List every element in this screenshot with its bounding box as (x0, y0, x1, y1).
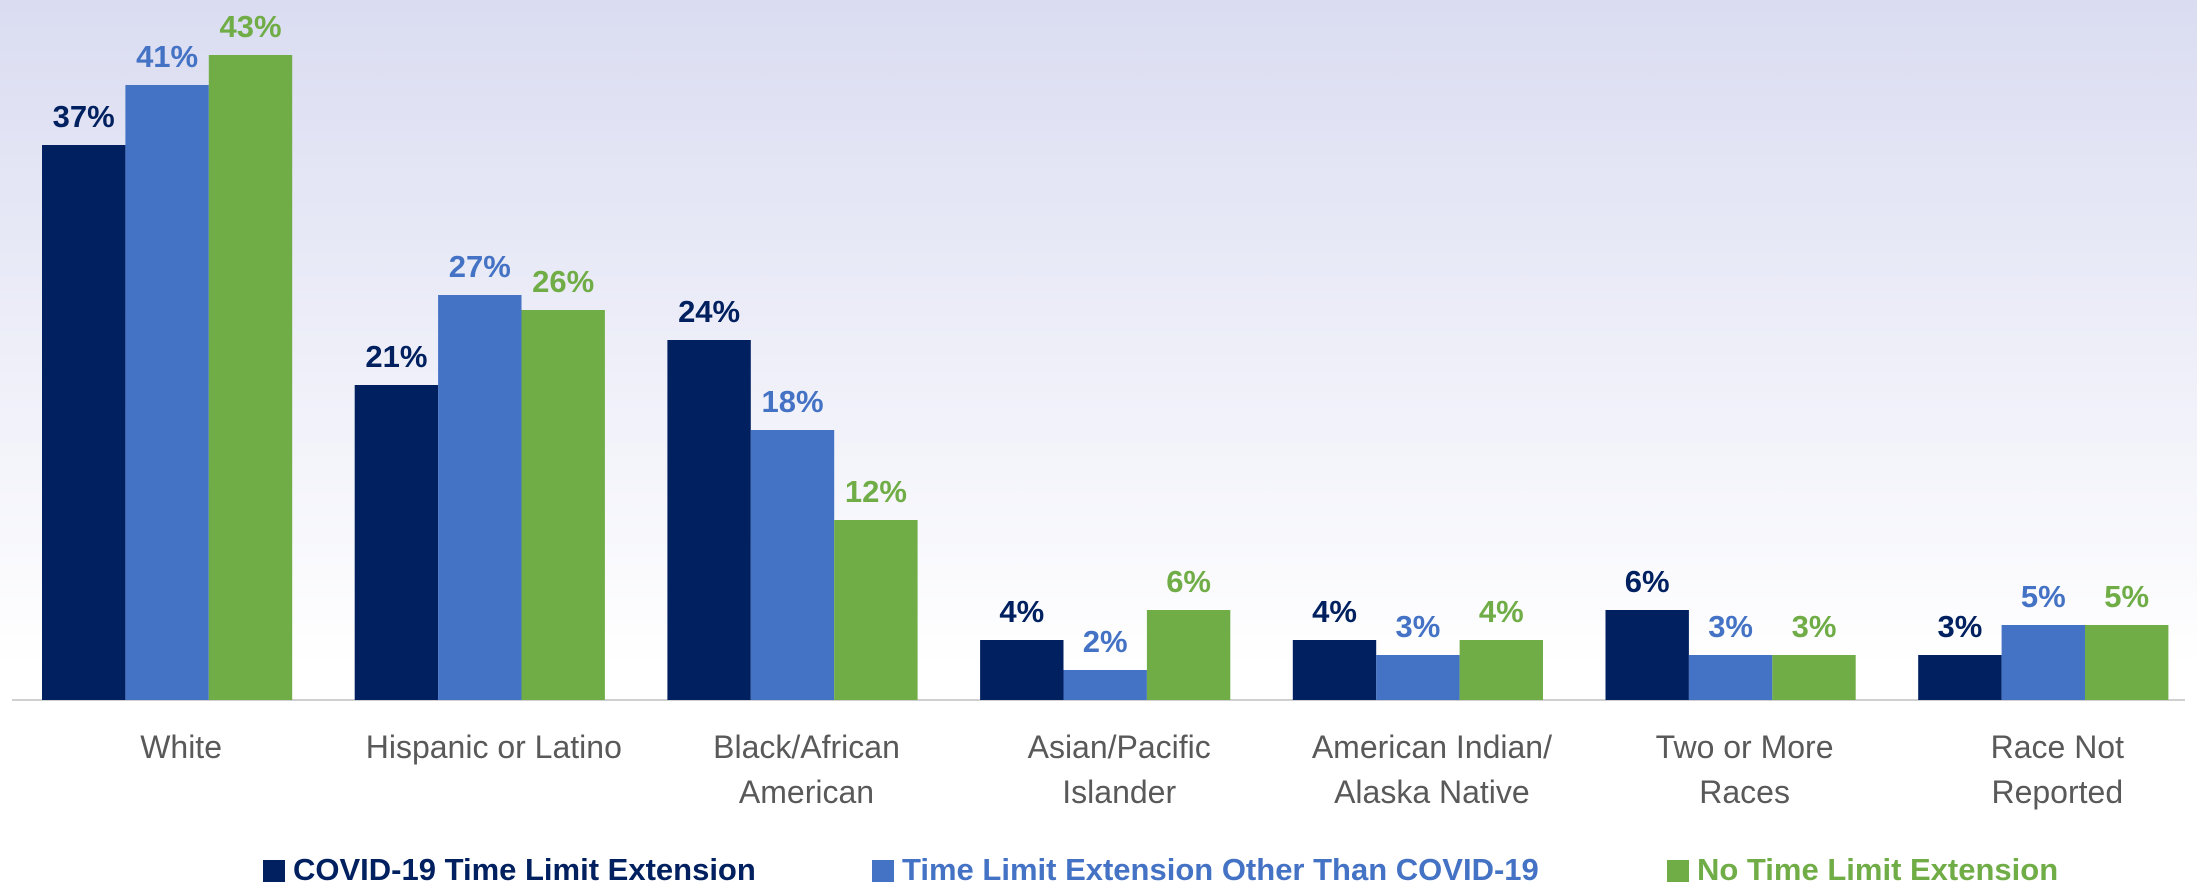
category-label: Race Not Reported (1990, 729, 2124, 810)
data-label: 3% (1395, 609, 1440, 644)
legend-label: Time Limit Extension Other Than COVID-19 (902, 852, 1539, 887)
bar (125, 85, 209, 700)
category-label: Asian/Pacific Islander (1027, 729, 1211, 810)
data-label: 27% (449, 249, 511, 284)
data-label: 2% (1083, 624, 1128, 659)
bar (1918, 655, 2002, 700)
legend-label: No Time Limit Extension (1697, 852, 2058, 887)
category-label: Hispanic or Latino (365, 729, 622, 765)
bar (1063, 670, 1147, 700)
data-label: 41% (136, 39, 198, 74)
data-label: 4% (1312, 594, 1357, 629)
bar (438, 295, 522, 700)
data-label: 37% (53, 99, 115, 134)
data-label: 26% (532, 264, 594, 299)
bar (1376, 655, 1460, 700)
data-label: 6% (1625, 564, 1670, 599)
legend-label: COVID-19 Time Limit Extension (293, 852, 756, 887)
bar (834, 520, 918, 700)
data-label: 3% (1937, 609, 1982, 644)
data-label: 12% (845, 474, 907, 509)
bar (750, 430, 835, 700)
legend-swatch (872, 860, 894, 882)
bar (1292, 640, 1377, 700)
data-label: 21% (365, 339, 427, 374)
bar (1146, 610, 1231, 700)
category-label: American Indian/ Alaska Native (1311, 729, 1552, 810)
bar (354, 385, 439, 700)
bar (521, 310, 605, 700)
data-label: 24% (678, 294, 740, 329)
bar (667, 340, 751, 700)
bar (1688, 655, 1773, 700)
category-label: Black/African American (713, 729, 900, 810)
data-label: 4% (1479, 594, 1524, 629)
data-label: 3% (1708, 609, 1753, 644)
bar (1459, 640, 1543, 700)
data-label: 5% (2021, 579, 2066, 614)
category-label: White (140, 729, 222, 765)
data-label: 18% (761, 384, 823, 419)
data-label: 4% (999, 594, 1044, 629)
bar (42, 145, 126, 700)
bar (2001, 625, 2085, 700)
data-label: 3% (1792, 609, 1837, 644)
bar (1772, 655, 1856, 700)
category-label: Two or More Races (1655, 729, 1834, 810)
bar (208, 55, 293, 700)
bar (1605, 610, 1689, 700)
bar (980, 640, 1064, 700)
data-label: 5% (2104, 579, 2149, 614)
legend-swatch (1667, 860, 1689, 882)
bar (2085, 625, 2169, 700)
legend-swatch (263, 860, 285, 882)
data-label: 43% (219, 9, 281, 44)
data-label: 6% (1166, 564, 1211, 599)
